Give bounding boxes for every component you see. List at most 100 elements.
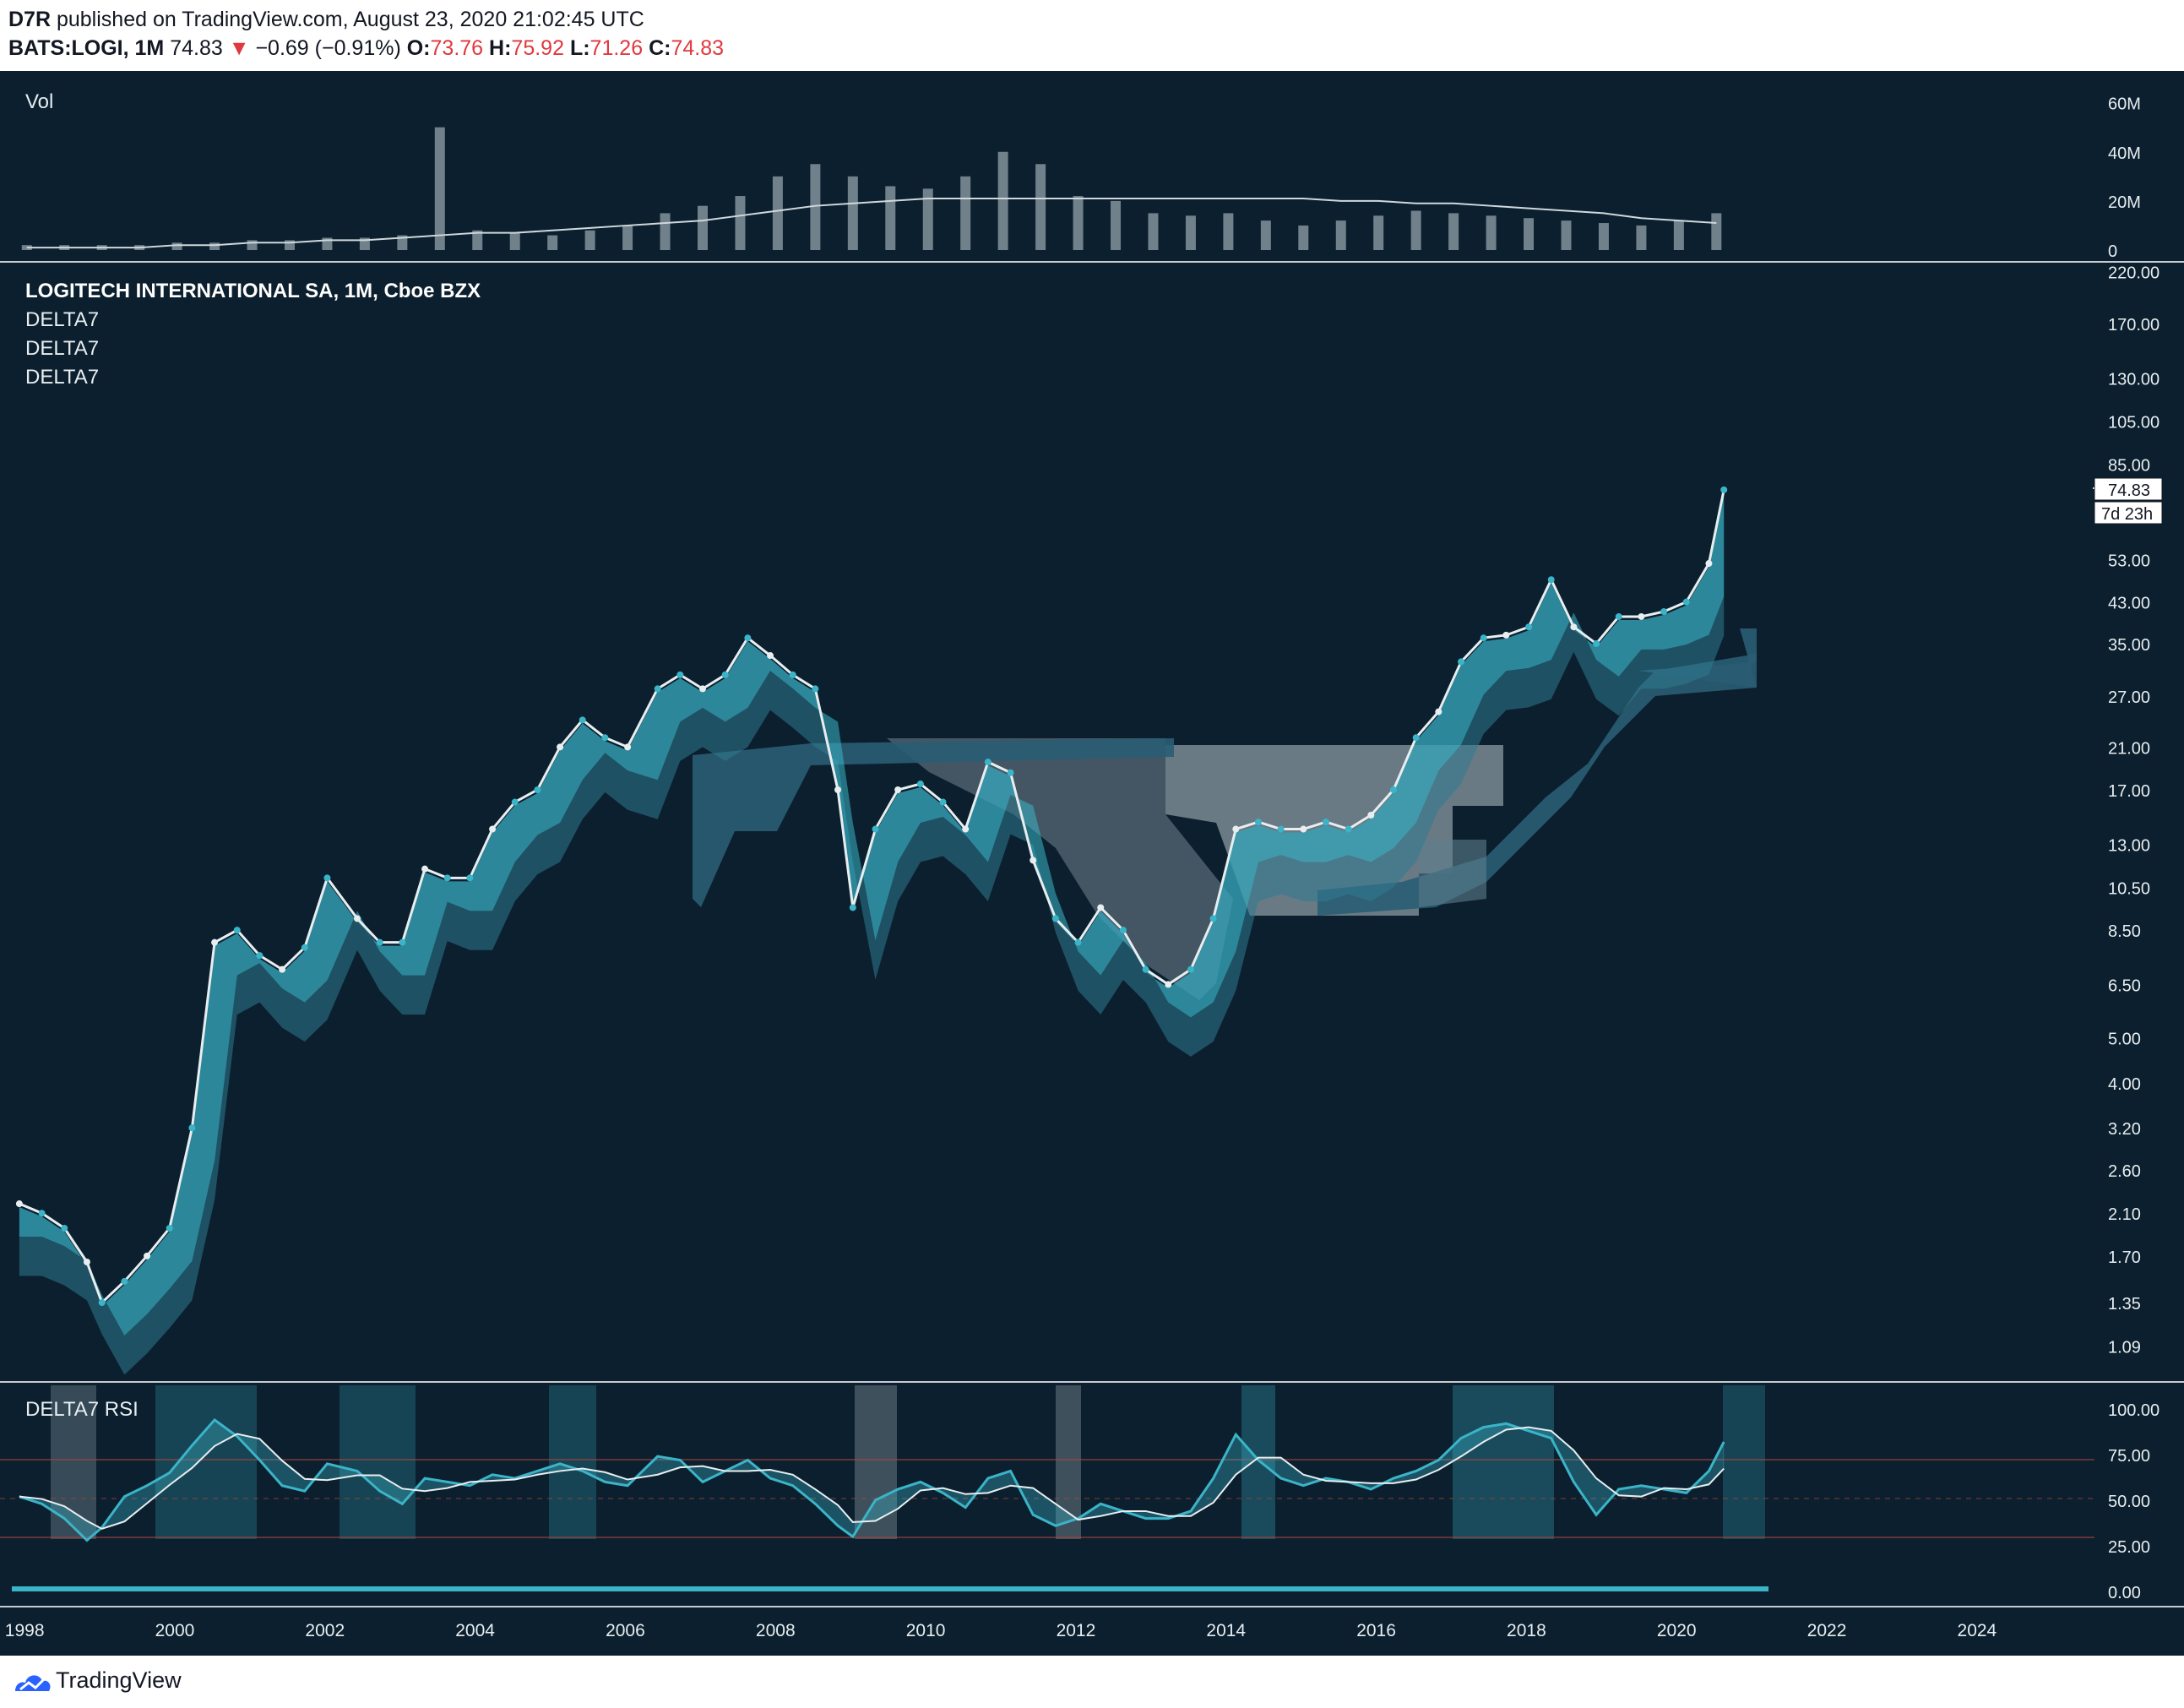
time-tick-label: 2006 xyxy=(606,1621,645,1640)
chart-background xyxy=(0,71,2184,1656)
volume-tick-label: 60M xyxy=(2108,95,2141,114)
price-point xyxy=(1705,560,1713,568)
volume-tick-label: 0 xyxy=(2108,242,2117,261)
price-point xyxy=(1390,786,1397,794)
price-point xyxy=(676,671,684,678)
volume-bar xyxy=(735,196,746,250)
price-point xyxy=(121,1277,128,1285)
volume-bar xyxy=(1335,220,1346,250)
footer: TradingView xyxy=(0,1656,2184,1708)
volume-bar xyxy=(247,240,258,250)
volume-bar xyxy=(810,164,821,250)
price-point xyxy=(1051,915,1059,922)
price-point xyxy=(15,1200,23,1208)
price-point xyxy=(354,915,361,922)
volume-pane[interactable]: Vol 60M 40M 20M 0 xyxy=(21,90,2141,261)
price-point xyxy=(1322,819,1329,826)
price-point xyxy=(256,952,263,960)
time-tick-label: 2022 xyxy=(1807,1621,1847,1640)
volume-bar xyxy=(1410,210,1421,250)
close-label: C: xyxy=(649,36,671,60)
time-tick-label: 2012 xyxy=(1057,1621,1096,1640)
chart-header: D7R published on TradingView.com, August… xyxy=(8,5,724,63)
price-point xyxy=(789,671,796,678)
price-pane[interactable]: LOGITECH INTERNATIONAL SA, 1M, Cboe BZX … xyxy=(15,264,2163,1375)
rsi-zone-cyan xyxy=(155,1385,257,1539)
volume-bar xyxy=(1223,213,1234,250)
price-markers xyxy=(15,486,1728,1307)
price-tick-label: 53.00 xyxy=(2108,552,2150,570)
price-tick-label: 1.09 xyxy=(2108,1338,2141,1357)
price-point xyxy=(1720,486,1728,493)
volume-bar xyxy=(509,232,520,250)
price-point xyxy=(1412,734,1420,742)
volume-bar xyxy=(1185,215,1196,250)
price-point xyxy=(767,652,774,660)
price-point xyxy=(83,1258,90,1265)
price-point xyxy=(279,966,286,973)
price-point xyxy=(1209,915,1217,922)
open-value: 73.76 xyxy=(430,36,484,60)
rsi-zone-cyan xyxy=(1241,1385,1275,1539)
time-tick-label: 2004 xyxy=(455,1621,495,1640)
price-tick-label: 35.00 xyxy=(2108,636,2150,655)
indicator-label[interactable]: DELTA7 xyxy=(25,366,99,389)
price-tick-label: 8.50 xyxy=(2108,922,2141,941)
volume-bar xyxy=(209,242,220,250)
time-axis[interactable]: 1998 2000 2002 2004 2006 2008 2010 2012 2014 2016… xyxy=(5,1621,1997,1640)
volume-bar xyxy=(1448,213,1459,250)
rsi-signal-line xyxy=(19,1426,1725,1530)
price-point xyxy=(1097,904,1105,911)
price-point xyxy=(834,786,842,794)
price-point xyxy=(1232,825,1240,833)
price-tick-label: 105.00 xyxy=(2108,414,2160,432)
low-label: L: xyxy=(569,36,590,60)
price-point xyxy=(916,781,924,788)
volume-bar xyxy=(1561,220,1572,250)
price-point xyxy=(1277,825,1285,833)
price-point xyxy=(1660,608,1668,616)
volume-bar xyxy=(547,235,558,250)
price-point xyxy=(1119,927,1127,934)
time-tick-label: 2002 xyxy=(305,1621,345,1640)
rsi-pane[interactable]: DELTA7 RSI 100.00 75.00 50.00 25.00 0.00 xyxy=(0,1385,2160,1602)
dark-cloud-band xyxy=(693,738,1174,907)
volume-tick-label: 20M xyxy=(2108,193,2141,212)
price-tick-label: 1.35 xyxy=(2108,1295,2141,1314)
rsi-zone-cyan xyxy=(549,1385,596,1539)
rsi-highlight-zones xyxy=(51,1385,1765,1539)
time-tick-label: 2020 xyxy=(1657,1621,1697,1640)
volume-bar xyxy=(960,176,971,250)
rsi-title[interactable]: DELTA7 RSI xyxy=(25,1398,139,1421)
author-name[interactable]: D7R xyxy=(8,8,52,31)
indicator-label[interactable]: DELTA7 xyxy=(25,337,99,360)
price-point xyxy=(962,825,970,833)
price-point xyxy=(894,786,902,794)
chart-canvas[interactable]: Vol 60M 40M 20M 0 LOGITECH INTERNATIONAL SA… xyxy=(0,71,2184,1656)
published-text: published on TradingView.com, August 23,… xyxy=(56,8,644,31)
price-point xyxy=(376,938,383,946)
time-tick-label: 2018 xyxy=(1507,1621,1546,1640)
price-point xyxy=(939,798,947,806)
indicator-label[interactable]: DELTA7 xyxy=(25,308,99,331)
price-axis[interactable]: 220.00 170.00 130.00 105.00 85.00 53.00 43.00 3… xyxy=(2108,264,2160,1357)
volume-bar xyxy=(1486,215,1497,250)
price-tick-label: 85.00 xyxy=(2108,456,2150,475)
rsi-tick-label: 50.00 xyxy=(2108,1493,2150,1511)
price-point xyxy=(1570,623,1578,631)
symbol-label[interactable]: BATS:LOGI, 1M xyxy=(8,36,165,60)
rsi-line xyxy=(19,1417,1725,1542)
price-point xyxy=(744,634,752,642)
price-point xyxy=(166,1224,173,1232)
price-tick-label: 27.00 xyxy=(2108,688,2150,707)
volume-bar xyxy=(1148,213,1159,250)
volume-bar xyxy=(622,225,633,250)
footer-brand[interactable]: TradingView xyxy=(56,1667,182,1693)
tradingview-logo-icon[interactable] xyxy=(12,1666,54,1700)
rsi-tick-label: 100.00 xyxy=(2108,1401,2160,1420)
volume-bar xyxy=(1035,164,1046,250)
volume-bar xyxy=(698,205,708,250)
low-value: 71.26 xyxy=(589,36,644,60)
price-point xyxy=(872,825,879,833)
price-point xyxy=(188,1124,196,1132)
